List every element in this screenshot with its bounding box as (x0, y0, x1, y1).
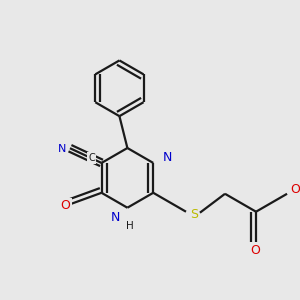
Text: N: N (163, 152, 172, 164)
Text: H: H (125, 220, 133, 231)
Text: S: S (190, 208, 198, 221)
Text: O: O (61, 199, 70, 212)
Text: N: N (111, 211, 120, 224)
Text: O: O (290, 183, 300, 196)
Text: C: C (88, 153, 95, 163)
Text: N: N (58, 144, 66, 154)
Text: O: O (250, 244, 260, 257)
